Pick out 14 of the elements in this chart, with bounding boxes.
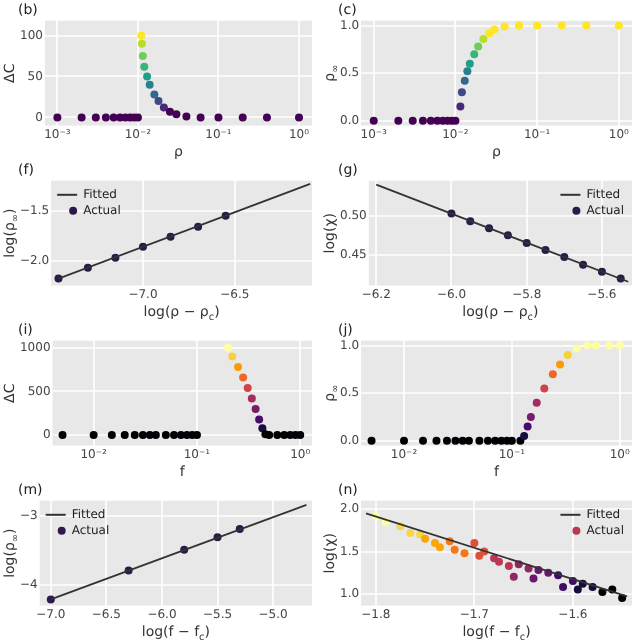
point bbox=[430, 539, 439, 548]
point bbox=[450, 545, 459, 554]
point bbox=[406, 528, 415, 537]
point bbox=[504, 561, 513, 570]
point bbox=[559, 583, 568, 592]
point bbox=[470, 539, 479, 548]
point bbox=[460, 549, 469, 558]
point bbox=[509, 572, 518, 581]
point bbox=[495, 557, 504, 566]
point bbox=[573, 585, 582, 594]
point bbox=[475, 551, 484, 560]
point bbox=[435, 543, 444, 552]
point bbox=[529, 574, 538, 583]
point bbox=[421, 534, 430, 543]
